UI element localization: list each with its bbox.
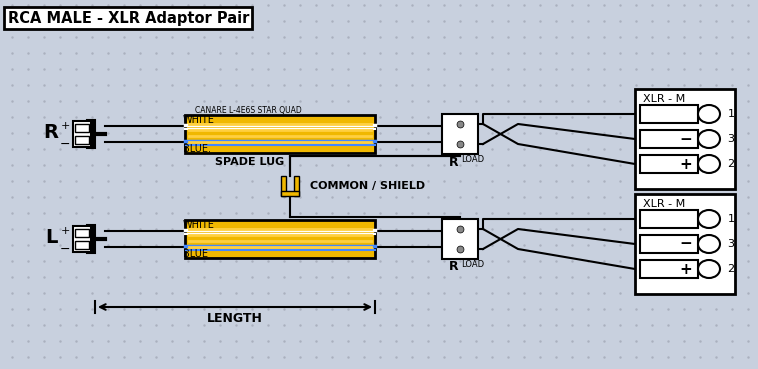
Text: XLR - M: XLR - M <box>643 94 685 104</box>
Text: +: + <box>61 121 70 131</box>
Bar <box>442 219 478 259</box>
Text: −: − <box>680 237 692 252</box>
Ellipse shape <box>698 210 720 228</box>
Bar <box>75 241 89 249</box>
Bar <box>75 136 89 144</box>
Ellipse shape <box>698 235 720 253</box>
Bar <box>640 155 698 173</box>
Text: WHITE: WHITE <box>183 220 215 230</box>
Text: R: R <box>43 123 58 141</box>
Text: 2: 2 <box>728 264 735 274</box>
Bar <box>442 114 478 154</box>
Text: LOAD: LOAD <box>461 260 484 269</box>
Bar <box>294 176 299 196</box>
Text: 3: 3 <box>728 239 735 249</box>
Bar <box>635 194 735 294</box>
Bar <box>87 225 95 253</box>
Text: −: − <box>680 131 692 146</box>
Bar <box>635 89 735 189</box>
Bar <box>87 120 95 148</box>
Text: LENGTH: LENGTH <box>207 313 263 325</box>
Bar <box>75 229 89 237</box>
Text: R: R <box>449 261 458 273</box>
Bar <box>640 130 698 148</box>
Bar <box>4 7 252 29</box>
Text: R: R <box>449 155 458 169</box>
Text: L: L <box>45 228 57 246</box>
Ellipse shape <box>698 105 720 123</box>
Bar <box>185 220 375 258</box>
Bar <box>281 191 299 196</box>
Text: 2: 2 <box>728 159 735 169</box>
Text: XLR - M: XLR - M <box>643 199 685 209</box>
Text: −: − <box>60 138 70 151</box>
Bar <box>640 210 698 228</box>
Bar <box>640 235 698 253</box>
Text: BLUE: BLUE <box>183 249 208 259</box>
Text: BLUE.: BLUE. <box>183 144 211 154</box>
Bar <box>75 124 89 132</box>
Text: 1: 1 <box>728 214 735 224</box>
Text: SPADE LUG: SPADE LUG <box>215 157 284 167</box>
Bar <box>640 260 698 278</box>
Text: LOAD: LOAD <box>461 155 484 164</box>
Ellipse shape <box>698 130 720 148</box>
Text: +: + <box>680 262 692 276</box>
Text: COMMON / SHIELD: COMMON / SHIELD <box>310 181 425 191</box>
Ellipse shape <box>698 155 720 173</box>
Text: 3: 3 <box>728 134 735 144</box>
Bar <box>185 115 375 153</box>
Bar <box>640 105 698 123</box>
Text: +: + <box>680 156 692 172</box>
Text: −: − <box>60 242 70 255</box>
Text: CANARE L-4E6S STAR QUAD: CANARE L-4E6S STAR QUAD <box>195 106 302 114</box>
Ellipse shape <box>698 260 720 278</box>
Bar <box>281 176 286 196</box>
Text: +: + <box>61 226 70 236</box>
Text: WHITE: WHITE <box>183 115 215 125</box>
Bar <box>73 121 91 147</box>
Bar <box>73 226 91 252</box>
Text: RCA MALE - XLR Adaptor Pair: RCA MALE - XLR Adaptor Pair <box>8 10 249 25</box>
Text: 1: 1 <box>728 109 735 119</box>
